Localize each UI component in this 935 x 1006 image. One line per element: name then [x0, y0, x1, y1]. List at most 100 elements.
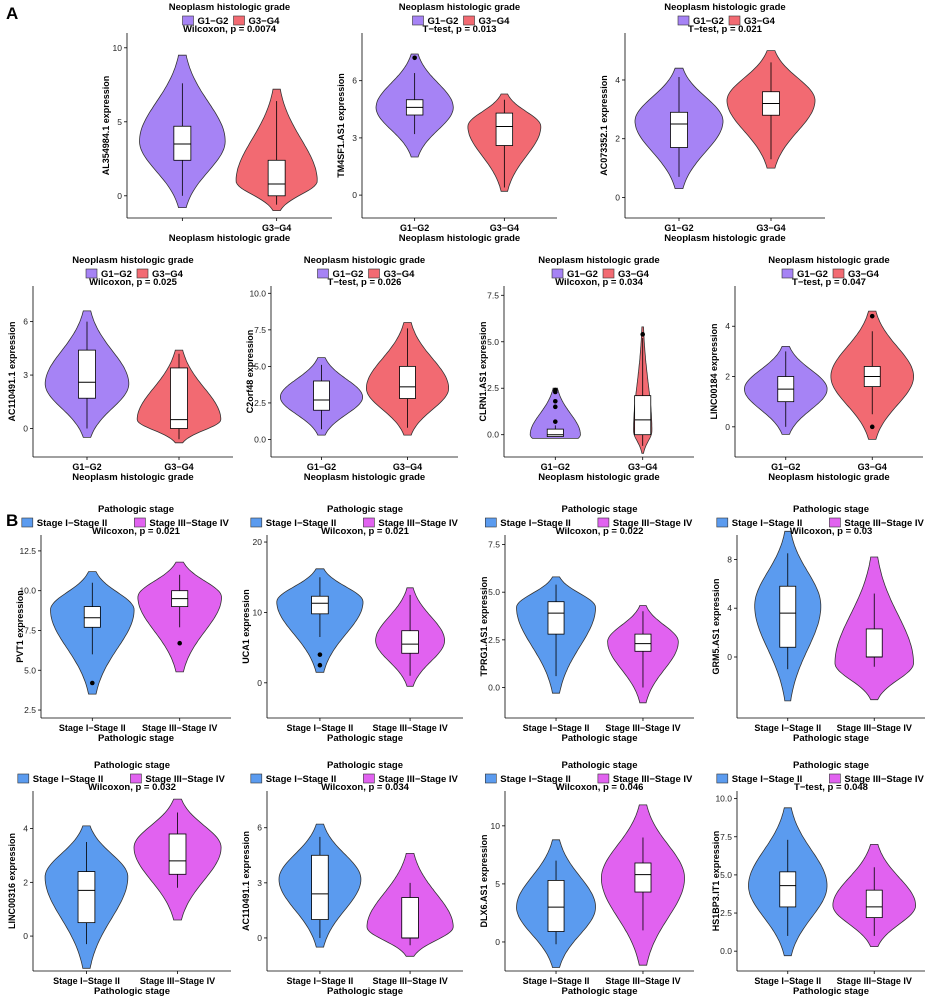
y-tick-label: 0 [495, 937, 500, 947]
y-tick-label: 12.5 [19, 546, 36, 556]
legend-swatch-2 [368, 268, 380, 279]
y-tick-label: 0 [257, 933, 262, 943]
panel-label-b: B [6, 511, 18, 530]
x-axis-title: Pathologic stage [98, 733, 174, 744]
legend: Stage I−Stage II Stage III−Stage IV [716, 773, 925, 785]
y-tick-label: 8 [727, 554, 732, 564]
x-tick-label-1: Stage I−Stage II [287, 976, 354, 986]
stat-test: T−test, p = 0.026 [328, 277, 402, 288]
box-1 [311, 595, 329, 615]
chart-title: Neoplasm histologic grade [768, 255, 889, 266]
x-tick-label-2: G3−G4 [756, 223, 785, 233]
box-1 [547, 601, 565, 635]
legend-swatch-2 [363, 773, 375, 784]
stat-test: Wilcoxon, p = 0.021 [321, 526, 410, 537]
chart-title: Neoplasm histologic grade [538, 255, 659, 266]
chart-title: Pathologic stage [98, 504, 174, 515]
box-1 [78, 349, 96, 399]
chart-title: Pathologic stage [327, 504, 403, 515]
box-1 [779, 585, 797, 648]
legend-swatch-2 [597, 517, 610, 528]
legend-swatch-2 [832, 268, 845, 279]
y-tick-label: 6 [352, 76, 357, 86]
legend: Stage I−Stage II Stage III−Stage IV [250, 517, 459, 529]
box-2 [401, 630, 419, 654]
y-tick-label: 2.5 [254, 398, 266, 408]
x-tick-label-1: G1−G2 [771, 462, 800, 472]
legend-swatch-2 [829, 773, 841, 784]
y-axis-title: PVT1 expression [15, 590, 25, 663]
legend: Stage I−Stage II Stage III−Stage IV [716, 517, 925, 529]
legend-label-2: G3−G4 [848, 269, 880, 280]
stat-test: Wilcoxon, p = 0.032 [88, 782, 176, 793]
legend-label-1: G1−G2 [693, 16, 724, 27]
legend-swatch-1 [182, 15, 194, 26]
legend-label-1: Stage I−Stage II [500, 518, 571, 529]
x-axis-title: Pathologic stage [561, 986, 637, 997]
y-tick-label: 0.0 [254, 434, 266, 444]
outlier-point-2-1 [177, 640, 182, 646]
legend-swatch-2 [602, 268, 615, 279]
y-axis-title: AL354984.1 expression [101, 76, 111, 176]
legend-label-1: Stage I−Stage II [37, 518, 108, 529]
x-tick-label-2: Stage III−Stage IV [142, 723, 217, 733]
chart-title: Neoplasm histologic grade [664, 2, 785, 13]
y-tick-label: 2.5 [488, 635, 500, 645]
x-tick-label-1: Stage I−Stage II [59, 723, 126, 733]
x-axis-title: Neoplasm histologic grade [538, 472, 659, 483]
y-tick-label: 2 [615, 134, 620, 144]
outlier-point-2-1 [869, 313, 875, 319]
x-tick-label-2: G3−G4 [262, 223, 291, 233]
chart-title: Pathologic stage [561, 760, 637, 771]
box-2 [168, 833, 187, 875]
y-tick-label: 5.0 [254, 361, 266, 371]
y-tick-label: 0 [257, 678, 262, 688]
legend-swatch-2 [728, 15, 741, 26]
outlier-point-1-3 [553, 398, 558, 404]
y-tick-label: 0 [615, 192, 620, 202]
y-axis-title: GRM5.AS1 expression [711, 578, 721, 674]
box-1 [670, 111, 688, 148]
y-tick-label: 0.0 [488, 683, 500, 693]
legend-swatch-1 [484, 517, 497, 528]
legend: Stage I−Stage II Stage III−Stage IV [21, 517, 230, 529]
x-tick-label-1: Stage I−Stage II [523, 723, 590, 733]
y-tick-label: 2.5 [24, 705, 36, 715]
legend: G1−G2 G3−G4 [85, 268, 184, 280]
chart-title: Neoplasm histologic grade [169, 2, 290, 13]
legend-label-1: G1−G2 [333, 269, 364, 280]
legend-label-2: G3−G4 [744, 16, 776, 27]
x-tick-label-2: Stage III−Stage IV [837, 723, 912, 733]
stat-test: Wilcoxon, p = 0.034 [321, 782, 410, 793]
legend-label-1: G1−G2 [101, 269, 132, 280]
y-tick-label: 5.0 [487, 337, 499, 347]
y-axis-title: TPRG1.AS1 expression [479, 576, 489, 676]
x-tick-label-2: Stage III−Stage IV [372, 723, 447, 733]
box-2 [634, 633, 652, 652]
legend-swatch-2 [130, 773, 142, 784]
y-tick-label: 0 [117, 191, 122, 201]
box-2 [267, 159, 286, 197]
legend-swatch-1 [551, 268, 564, 279]
y-tick-label: 2.5 [720, 908, 732, 918]
legend-swatch-1 [17, 773, 30, 784]
legend-label-1: G1−G2 [428, 16, 459, 27]
stat-test: T−test, p = 0.048 [794, 782, 868, 793]
chart-9: Pathologic stage Stage I−Stage II Stage II… [241, 504, 463, 744]
x-axis-title: Neoplasm histologic grade [399, 233, 520, 244]
y-axis-title: C2orf48 expression [245, 330, 255, 414]
y-tick-label: 7.5 [254, 325, 266, 335]
y-tick-label: 5.0 [488, 587, 500, 597]
x-axis-title: Pathologic stage [327, 733, 403, 744]
box-1 [311, 854, 329, 920]
outlier-point-1-2 [317, 662, 323, 668]
y-tick-label: 10.0 [19, 586, 36, 596]
x-tick-label-2: Stage III−Stage IV [372, 976, 447, 986]
